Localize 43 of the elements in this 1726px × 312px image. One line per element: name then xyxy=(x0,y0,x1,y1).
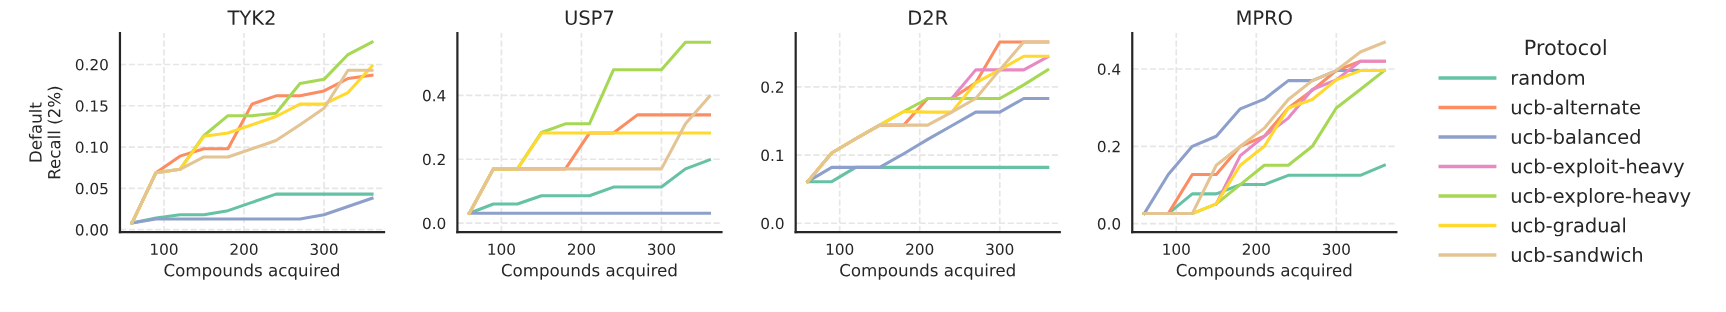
legend-label: ucb-gradual xyxy=(1511,217,1626,237)
x-tick-label: 100 xyxy=(826,243,854,256)
x-tick-label: 200 xyxy=(906,243,934,256)
y-tick-label: 0.2 xyxy=(761,81,784,93)
x-tick-label: 300 xyxy=(648,243,676,256)
y-tick-label: 0.1 xyxy=(761,149,784,162)
x-tick-label: 300 xyxy=(1322,243,1350,256)
y-axis-title: Default Recall (2%) xyxy=(28,86,63,179)
y-tick-label: 0.2 xyxy=(1097,140,1120,153)
chart-title: D2R xyxy=(909,10,948,25)
legend-title: Protocol xyxy=(1525,39,1606,56)
x-tick-label: 100 xyxy=(151,243,178,256)
legend-label: ucb-alternate xyxy=(1511,99,1640,115)
x-tick-label: 200 xyxy=(567,243,595,256)
legend-label: ucb-balanced xyxy=(1511,129,1640,145)
x-tick-label: 100 xyxy=(1163,243,1190,256)
chart-title: TYK2 xyxy=(227,10,275,25)
x-tick-label: 100 xyxy=(488,243,515,256)
y-tick-label: 0.2 xyxy=(422,153,445,166)
x-tick-label: 200 xyxy=(1242,243,1270,256)
y-tick-label: 0.4 xyxy=(1097,63,1121,76)
x-tick-label: 300 xyxy=(310,243,338,256)
x-axis-title: Compounds acquired xyxy=(840,263,1015,280)
legend-label: random xyxy=(1512,69,1584,86)
y-tick-label: 0.4 xyxy=(422,89,446,102)
y-tick-label: 0.0 xyxy=(761,217,784,230)
y-tick-label: 0.05 xyxy=(75,182,108,195)
legend-label: ucb-explore-heavy xyxy=(1511,188,1691,207)
y-tick-label: 0.10 xyxy=(75,141,108,154)
y-tick-label: 0.0 xyxy=(422,217,446,230)
legend-label: ucb-exploit-heavy xyxy=(1511,158,1685,178)
legend-label: ucb-sandwich xyxy=(1511,247,1642,263)
y-tick-label: 0.15 xyxy=(75,100,108,112)
x-tick-label: 200 xyxy=(230,243,258,256)
x-axis-title: Compounds acquired xyxy=(501,263,677,280)
x-tick-label: 300 xyxy=(986,243,1014,256)
x-axis-title: Compounds acquired xyxy=(1176,263,1352,280)
y-tick-label: 0.20 xyxy=(75,58,108,71)
chart-title: MPRO xyxy=(1237,10,1292,26)
chart-title: USP7 xyxy=(565,10,614,26)
y-tick-label: 0.0 xyxy=(1097,218,1121,230)
x-axis-title: Compounds acquired xyxy=(164,263,339,280)
y-tick-label: 0.00 xyxy=(75,224,108,236)
